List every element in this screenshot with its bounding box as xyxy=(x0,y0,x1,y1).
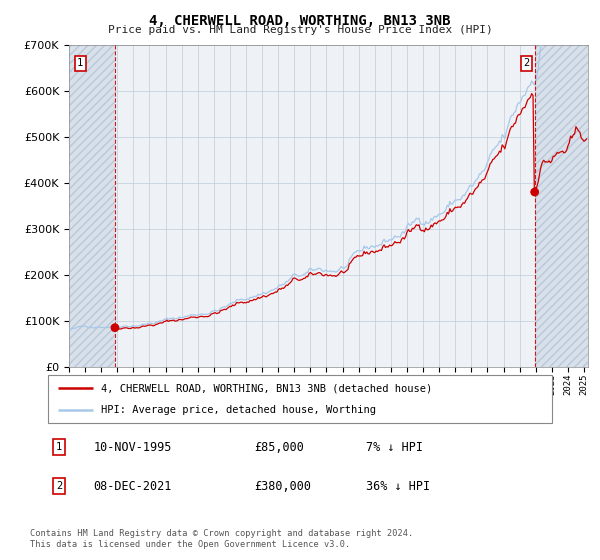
Text: £85,000: £85,000 xyxy=(254,441,305,454)
Text: 1: 1 xyxy=(56,442,62,452)
Text: £380,000: £380,000 xyxy=(254,480,311,493)
Point xyxy=(110,323,120,332)
Text: 10-NOV-1995: 10-NOV-1995 xyxy=(94,441,172,454)
Text: HPI: Average price, detached house, Worthing: HPI: Average price, detached house, Wort… xyxy=(101,405,376,415)
Text: 08-DEC-2021: 08-DEC-2021 xyxy=(94,480,172,493)
Text: 2: 2 xyxy=(56,482,62,491)
Text: 2: 2 xyxy=(524,58,530,68)
Text: 4, CHERWELL ROAD, WORTHING, BN13 3NB: 4, CHERWELL ROAD, WORTHING, BN13 3NB xyxy=(149,14,451,28)
Bar xyxy=(535,45,588,367)
Text: 36% ↓ HPI: 36% ↓ HPI xyxy=(365,480,430,493)
Text: Contains HM Land Registry data © Crown copyright and database right 2024.
This d: Contains HM Land Registry data © Crown c… xyxy=(30,529,413,549)
Text: 1: 1 xyxy=(77,58,83,68)
Bar xyxy=(69,45,115,367)
Text: 7% ↓ HPI: 7% ↓ HPI xyxy=(365,441,422,454)
Point xyxy=(530,188,539,197)
Text: Price paid vs. HM Land Registry's House Price Index (HPI): Price paid vs. HM Land Registry's House … xyxy=(107,25,493,35)
Text: 4, CHERWELL ROAD, WORTHING, BN13 3NB (detached house): 4, CHERWELL ROAD, WORTHING, BN13 3NB (de… xyxy=(101,383,432,393)
